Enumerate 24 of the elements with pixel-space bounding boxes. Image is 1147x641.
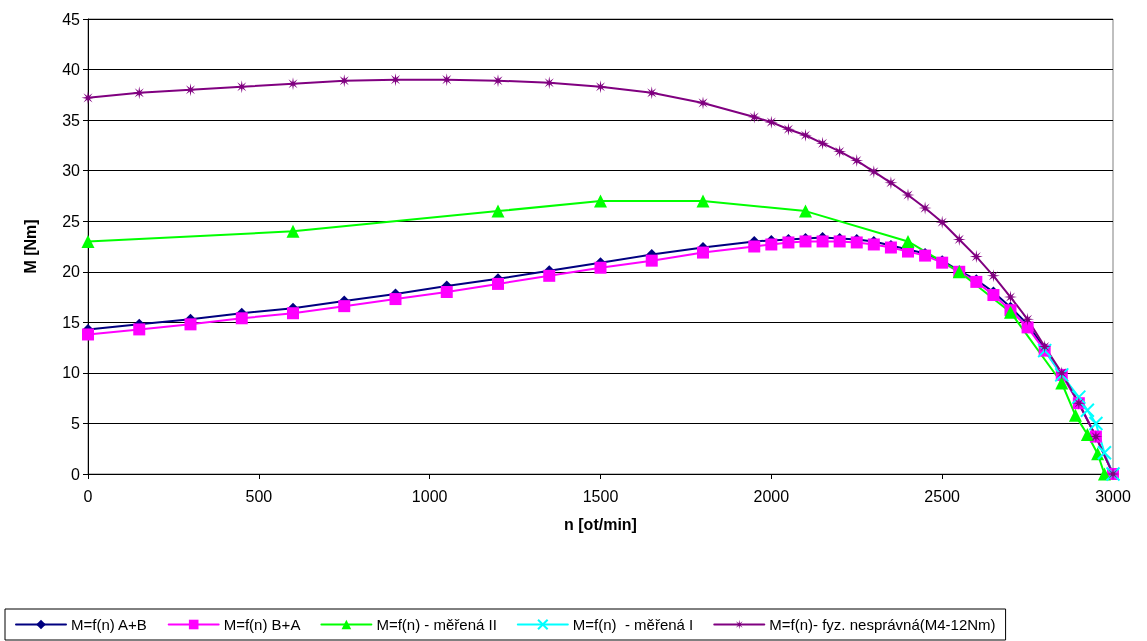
y-tick-label: 30 — [62, 162, 81, 180]
y-tick-label: 20 — [62, 263, 81, 281]
x-tick-label: 1500 — [582, 487, 619, 505]
y-tick-label: 40 — [62, 61, 81, 79]
y-tick-label: 0 — [71, 465, 81, 483]
x-axis-title: n [ot/min] — [564, 515, 637, 533]
x-tick-label: 0 — [83, 487, 93, 505]
x-tick-label: 1000 — [411, 487, 448, 505]
y-tick-label: 35 — [62, 111, 81, 129]
legend-label: M=f(n) A+B — [71, 616, 147, 633]
legend-label: M=f(n) - měřená II — [376, 616, 497, 633]
y-axis-title: M [Nm] — [21, 219, 39, 274]
y-tick-label: 10 — [62, 364, 81, 382]
y-tick-label: 25 — [62, 212, 81, 230]
x-tick-label: 2500 — [924, 487, 961, 505]
y-tick-label: 45 — [62, 10, 81, 28]
x-tick-label: 500 — [245, 487, 273, 505]
legend-label: M=f(n) - měřená I — [572, 616, 694, 633]
y-tick-label: 5 — [71, 414, 81, 432]
x-tick-label: 2000 — [753, 487, 790, 505]
legend-label: M=f(n) B+A — [223, 616, 301, 633]
x-tick-label: 3000 — [1095, 487, 1131, 505]
y-tick-label: 15 — [62, 313, 81, 331]
legend-label: M=f(n)- fyz. nesprávná(M4-12Nm) — [769, 616, 996, 633]
